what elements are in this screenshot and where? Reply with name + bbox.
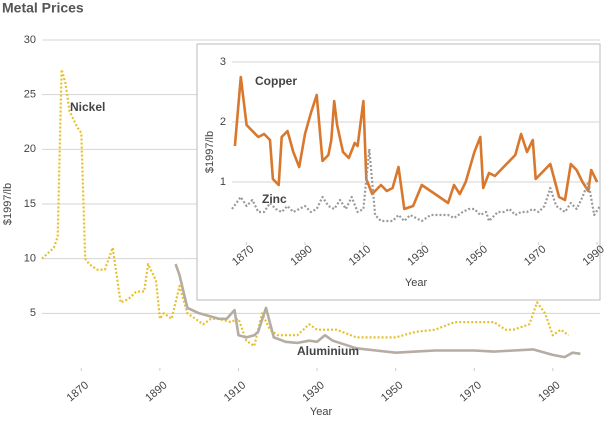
y-axis-label: $1997/lb xyxy=(2,183,14,225)
y-tick-label: 30 xyxy=(24,34,36,46)
chart-title: Metal Prices xyxy=(2,0,84,16)
series-label: Copper xyxy=(255,74,297,88)
series-line xyxy=(174,263,581,359)
series-label: Nickel xyxy=(70,100,105,114)
x-tick-label: 1950 xyxy=(379,379,405,404)
y-tick-label: 15 xyxy=(24,198,36,210)
y-tick-label: 10 xyxy=(24,253,36,265)
y-tick-label: 20 xyxy=(24,143,36,155)
series-label: Aluminium xyxy=(297,344,359,358)
series-line xyxy=(41,68,570,348)
y-tick-label: 3 xyxy=(220,56,226,68)
y-tick-label: 25 xyxy=(24,89,36,101)
series-line xyxy=(233,75,599,211)
y-axis-label: $1997/lb xyxy=(204,131,216,173)
x-tick-label: 1910 xyxy=(222,379,248,404)
x-tick-label: 1970 xyxy=(458,379,484,404)
x-tick-label: 1890 xyxy=(143,379,169,404)
y-tick-label: 5 xyxy=(30,307,36,319)
x-axis-label: Year xyxy=(310,406,333,418)
x-tick-label: 1930 xyxy=(300,379,326,404)
series-label: Zinc xyxy=(262,192,287,206)
x-axis-label: Year xyxy=(405,277,428,289)
x-tick-label: 1870 xyxy=(65,379,91,404)
y-tick-label: 2 xyxy=(220,116,226,128)
y-tick-label: 1 xyxy=(220,176,226,188)
x-tick-label: 1990 xyxy=(536,379,562,404)
